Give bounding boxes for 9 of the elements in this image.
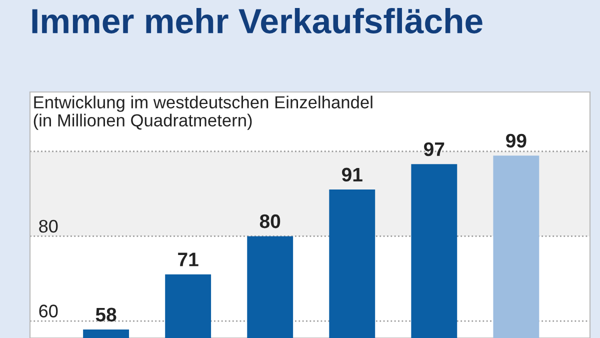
chart-title: Immer mehr Verkaufsfläche (32, 8, 482, 34)
y-tick-label: 60 (39, 304, 58, 318)
data-label: 80 (260, 214, 280, 228)
data-label: 58 (96, 308, 116, 322)
data-label: 91 (342, 168, 362, 182)
data-label: 71 (178, 252, 198, 266)
text: Entwicklung im westdeutschen Einzelhandel (in Millionen Quadratmetern) (34, 96, 372, 130)
data-label: 99 (506, 134, 526, 148)
data-label: 97 (424, 142, 444, 156)
